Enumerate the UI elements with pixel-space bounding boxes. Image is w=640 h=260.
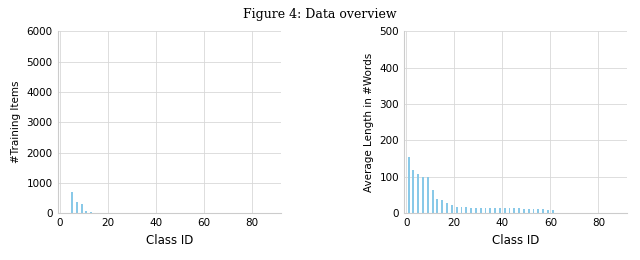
Bar [499, 208, 501, 213]
Bar [432, 190, 434, 213]
Bar [456, 207, 458, 213]
Bar [470, 208, 472, 213]
Bar [552, 210, 554, 213]
Bar [547, 210, 549, 213]
Bar [76, 202, 78, 213]
Bar [518, 209, 520, 213]
Bar [86, 211, 88, 213]
Bar [451, 205, 453, 213]
Bar [408, 157, 410, 213]
Bar [412, 170, 414, 213]
Bar [528, 209, 530, 213]
Bar [422, 177, 424, 213]
Bar [504, 209, 506, 213]
Bar [494, 208, 496, 213]
Bar [480, 208, 482, 213]
X-axis label: Class ID: Class ID [145, 234, 193, 247]
Text: Figure 4: Data overview: Figure 4: Data overview [243, 8, 397, 21]
Bar [446, 203, 448, 213]
Bar [90, 212, 92, 213]
Bar [475, 208, 477, 213]
Y-axis label: Average Length in #Words: Average Length in #Words [364, 53, 374, 192]
Bar [484, 208, 486, 213]
Bar [427, 177, 429, 213]
Bar [81, 204, 83, 213]
Bar [523, 209, 525, 213]
Bar [513, 209, 515, 213]
Bar [436, 199, 438, 213]
Bar [542, 209, 544, 213]
Bar [442, 200, 444, 213]
X-axis label: Class ID: Class ID [492, 234, 540, 247]
Y-axis label: #Training Items: #Training Items [11, 81, 21, 164]
Bar [417, 174, 419, 213]
Bar [532, 209, 534, 213]
Bar [71, 192, 73, 213]
Bar [509, 209, 511, 213]
Bar [538, 209, 540, 213]
Bar [461, 207, 463, 213]
Bar [490, 208, 492, 213]
Bar [465, 207, 467, 213]
